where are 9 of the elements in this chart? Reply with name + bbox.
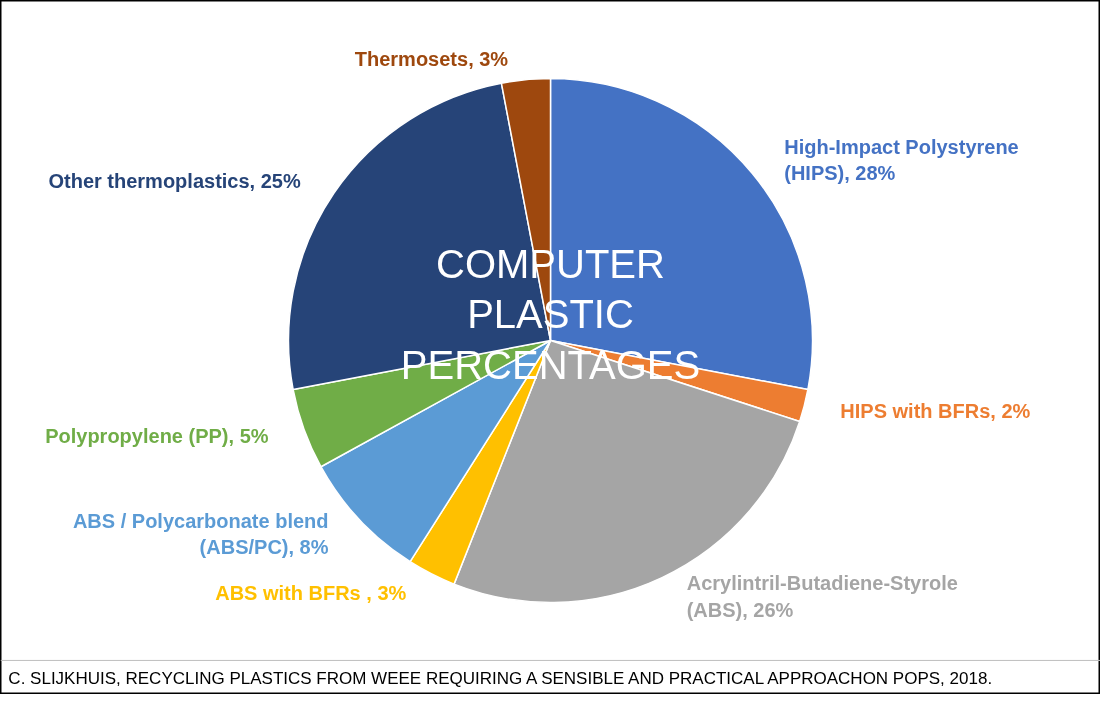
slice-label: ABS with BFRs , 3% (215, 581, 407, 604)
slice-label: ABS / Polycarbonate blend (ABS/PC), 8% (72, 510, 329, 559)
slice-label: Acrylintril-Butadiene-Styrole (ABS), 26% (686, 572, 958, 621)
slice-label: Other thermoplastics, 25% (48, 170, 301, 193)
slice-label: Thermosets, 3% (354, 47, 509, 70)
slice-label: HIPS with BFRs, 2% (840, 399, 1031, 422)
slice-label: Polypropylene (PP), 5% (45, 425, 269, 448)
text: C. SLIJKHUIS, RECYCLING PLASTICS FROM WEEE REQUIRING A SENSIBLE AND PRACTICAL APPROACHON POPS, 2018. (8, 669, 993, 689)
slice-label: High-Impact Polystyrene (HIPS), 28% (784, 135, 1019, 185)
